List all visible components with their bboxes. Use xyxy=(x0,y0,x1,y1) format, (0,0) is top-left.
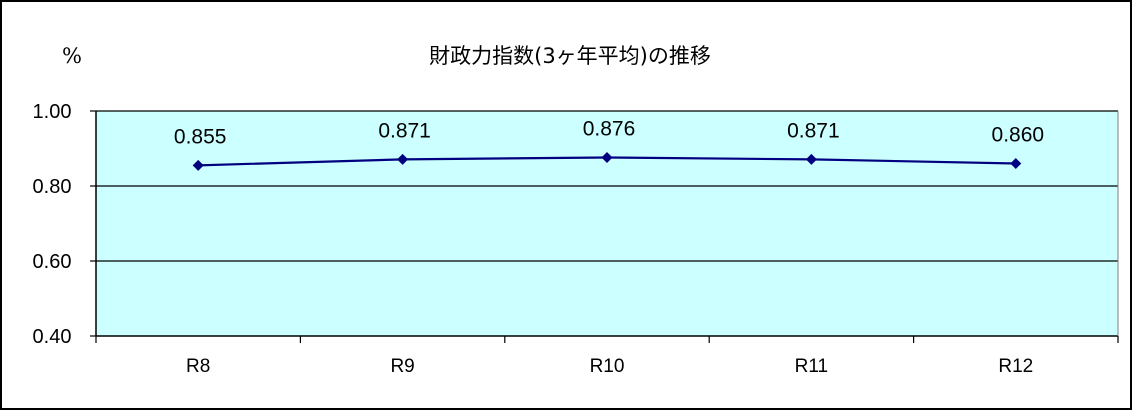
series xyxy=(192,152,1022,171)
data-point-R9 xyxy=(397,153,409,165)
x-tick-label-R10: R10 xyxy=(590,356,625,377)
data-label-R10: 0.876 xyxy=(583,118,636,141)
chart-title: 財政力指数(3ヶ年平均)の推移 xyxy=(429,44,711,68)
data-point-R12 xyxy=(1010,158,1022,169)
x-axis-ticks: R8 R9 R10 R11 R12 xyxy=(95,336,1119,377)
plot-area xyxy=(96,111,1118,336)
gridlines xyxy=(96,110,1118,262)
y-tick-label: 0.80 xyxy=(33,176,72,198)
y-tick-label: 1.00 xyxy=(33,101,72,123)
data-label-R11: 0.871 xyxy=(787,119,840,142)
x-tick-label-R8: R8 xyxy=(186,356,210,377)
data-point-R11 xyxy=(805,153,817,165)
x-tick-label-R9: R9 xyxy=(390,356,414,377)
y-tick-label: 0.60 xyxy=(33,251,72,273)
y-tick-label: 0.40 xyxy=(33,326,72,348)
y-axis-unit-label: % xyxy=(62,44,82,68)
x-tick-label-R12: R12 xyxy=(998,356,1033,377)
data-point-R10 xyxy=(601,152,613,163)
axes xyxy=(95,111,1119,337)
data-point-R8 xyxy=(192,159,204,171)
data-label-R8: 0.855 xyxy=(174,125,227,148)
data-label-R12: 0.860 xyxy=(992,124,1045,147)
data-label-R9: 0.871 xyxy=(378,119,431,142)
data-labels: 0.855 0.871 0.876 0.871 0.860 xyxy=(174,118,1044,149)
x-tick-label-R11: R11 xyxy=(795,356,828,377)
y-axis-ticks: 1.00 0.80 0.60 0.40 xyxy=(33,101,96,348)
